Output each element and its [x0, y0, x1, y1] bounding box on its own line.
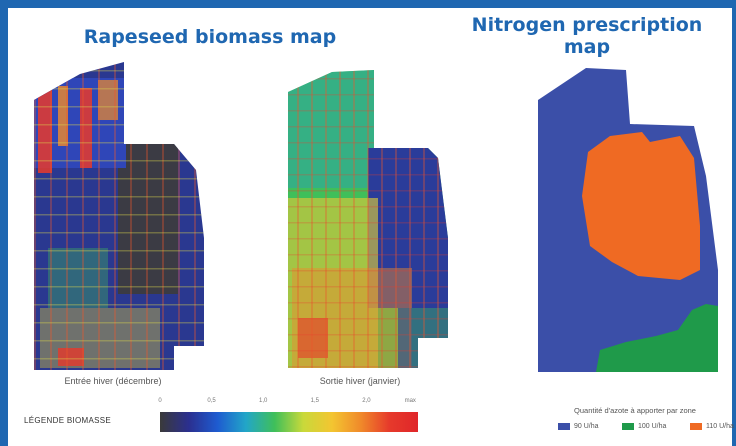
prescription-title-line2: map: [563, 36, 611, 58]
caption-winter-exit: Sortie hiver (janvier): [319, 376, 401, 386]
legend-swatch: [690, 423, 702, 430]
legend-item-label: 90 U/ha: [574, 423, 599, 430]
scale-tick: 0,5: [207, 398, 216, 404]
prescription-map-title: Nitrogen prescription map: [448, 14, 726, 58]
biomass-map-winter-entry: [34, 62, 204, 370]
scale-tick: max: [404, 398, 416, 404]
caption-winter-entry: Entrée hiver (décembre): [64, 376, 162, 386]
biomass-map-winter-exit: [288, 70, 448, 368]
nitrogen-legend-item: 90 U/ha: [558, 423, 599, 430]
legend-item-label: 100 U/ha: [638, 423, 667, 430]
nitrogen-prescription-map: [538, 68, 718, 372]
biomass-legend-label: LÉGENDE BIOMASSE: [24, 416, 112, 425]
nitrogen-legend-item: 110 U/ha: [690, 423, 734, 430]
nitrogen-legend-item: 100 U/ha: [622, 423, 666, 430]
biomass-color-scale: [160, 412, 418, 432]
prescription-title-line1: Nitrogen prescription: [471, 14, 703, 36]
legend-item-label: 110 U/ha: [706, 423, 734, 430]
biomass-map-title: Rapeseed biomass map: [83, 26, 337, 48]
scale-tick: 2,0: [362, 398, 371, 404]
scale-tick: 1,0: [259, 398, 268, 404]
legend-swatch: [558, 423, 570, 430]
scale-tick: 1,5: [310, 398, 319, 404]
nitrogen-legend-title: Quantité d'azote à apporter par zone: [574, 406, 696, 415]
biomass-legend-ticks: 0 0,5 1,0 1,5 2,0 max: [158, 398, 418, 410]
zone-110-uha: [582, 132, 700, 280]
legend-swatch: [622, 423, 634, 430]
scale-tick: 0: [158, 398, 162, 404]
zone-100-uha: [596, 304, 718, 372]
